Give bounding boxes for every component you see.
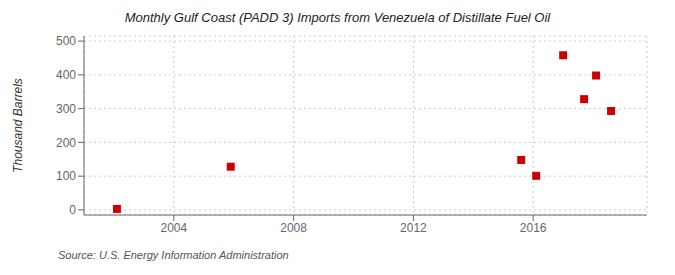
svg-text:400: 400 — [56, 68, 76, 82]
svg-text:2004: 2004 — [160, 221, 187, 235]
svg-text:300: 300 — [56, 102, 76, 116]
svg-text:2008: 2008 — [280, 221, 307, 235]
html-text:Source: U.S. Energy Informatio: Source: U.S. Energy Information Administ… — [58, 249, 289, 261]
svg-text:Thousand Barrels: Thousand Barrels — [11, 78, 25, 173]
svg-text:100: 100 — [56, 169, 76, 183]
svg-text:0: 0 — [69, 203, 76, 217]
svg-text:2012: 2012 — [400, 221, 427, 235]
svg-text:200: 200 — [56, 136, 76, 150]
svg-text:500: 500 — [56, 34, 76, 48]
html-text:Monthly Gulf Coast (PADD 3) Im: Monthly Gulf Coast (PADD 3) Imports from… — [124, 10, 551, 25]
svg-text:2016: 2016 — [520, 221, 547, 235]
